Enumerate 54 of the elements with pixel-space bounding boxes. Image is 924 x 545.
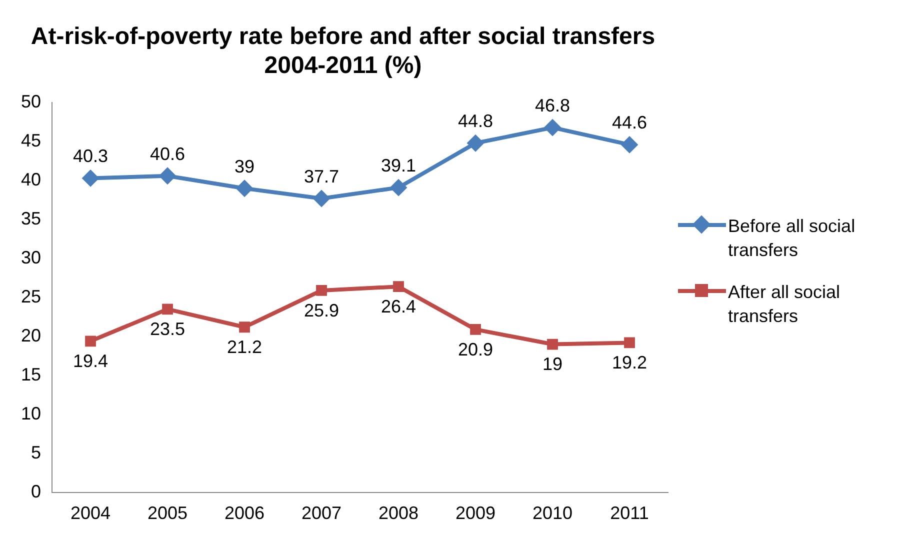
y-tick-label: 35: [20, 208, 42, 229]
point: [393, 281, 404, 292]
y-tick-label: 20: [20, 325, 42, 346]
data-label: 39: [234, 156, 255, 176]
chart-title: At-risk-of-poverty rate before and after social transfers 2004-2011 (%): [30, 23, 656, 79]
point: [85, 336, 96, 347]
data-label: 25.9: [304, 300, 340, 320]
point: [547, 338, 558, 350]
x-tick-label: 2005: [147, 503, 188, 524]
y-tick-label: 0: [31, 481, 42, 502]
point: [159, 167, 176, 184]
point: [544, 119, 562, 136]
data-label: 20.9: [458, 339, 494, 360]
data-label: 39.1: [380, 156, 416, 176]
y-tick-label: 5: [31, 442, 42, 462]
point: [162, 304, 173, 315]
point: [313, 190, 330, 207]
data-label: 21.2: [226, 337, 262, 358]
point: [239, 322, 250, 333]
y-tick-label: 40: [20, 170, 42, 190]
x-tick-label: 2006: [224, 503, 265, 524]
x-tick-label: 2010: [532, 503, 573, 524]
x-tick-label: 2004: [70, 503, 111, 524]
point: [621, 136, 638, 154]
point: [390, 179, 408, 196]
legend-label: Before all social transfers: [728, 214, 856, 262]
x-tick-label: 2008: [378, 503, 419, 524]
y-tick-label: 50: [20, 92, 42, 112]
y-tick-label: 15: [20, 364, 42, 384]
data-label: 40.3: [72, 146, 108, 166]
y-tick-label: 10: [20, 403, 42, 424]
data-label: 46.8: [534, 96, 570, 116]
point: [316, 285, 327, 296]
y-tick-label: 45: [20, 130, 42, 151]
point: [236, 180, 254, 197]
point: [624, 337, 635, 348]
data-label: 44.6: [612, 112, 648, 133]
legend-label: After all social transfers: [728, 280, 842, 328]
data-label: 23.5: [150, 319, 186, 340]
data-label: 26.4: [380, 296, 416, 317]
data-label: 40.6: [150, 144, 186, 164]
data-label: 44.8: [458, 111, 494, 132]
data-label: 19.2: [612, 352, 648, 373]
data-label: 19: [542, 354, 563, 374]
data-label: 37.7: [304, 166, 340, 186]
point: [82, 170, 100, 187]
data-label: 19.4: [72, 351, 108, 372]
x-tick-label: 2011: [610, 503, 649, 524]
x-tick-label: 2007: [301, 503, 342, 524]
point: [470, 324, 481, 335]
y-tick-label: 30: [20, 247, 42, 268]
y-tick-label: 25: [20, 286, 42, 306]
point: [467, 134, 484, 152]
x-tick-label: 2009: [455, 503, 496, 524]
